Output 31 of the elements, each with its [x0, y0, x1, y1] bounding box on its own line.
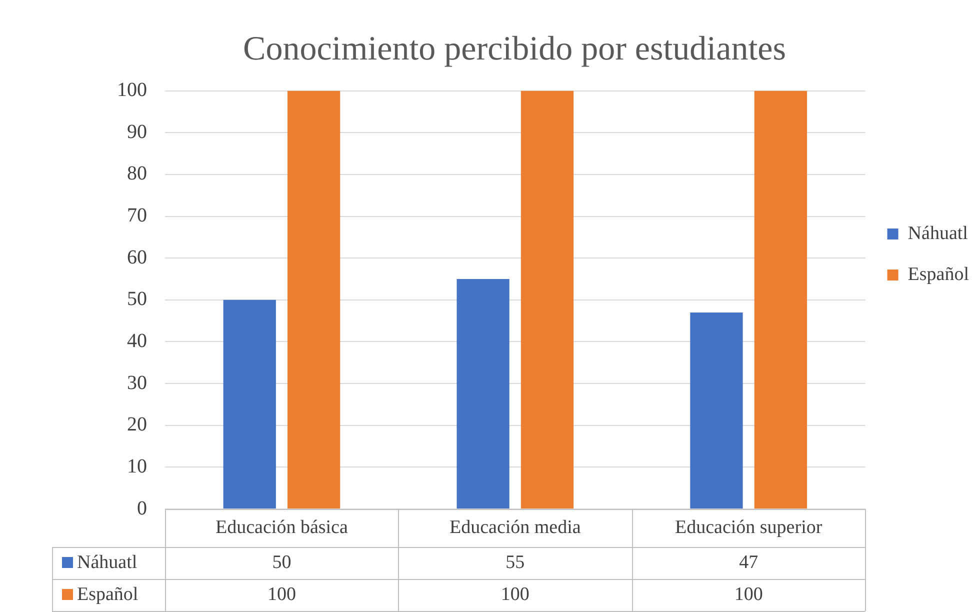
legend-label: Español: [908, 264, 970, 285]
bar: [287, 90, 340, 508]
text: Náhuatl: [908, 222, 968, 244]
text: Español: [77, 584, 138, 605]
y-tick-label: 60: [127, 246, 147, 268]
x-tick-label: Educación básica: [216, 516, 348, 538]
y-tick-label: 10: [127, 455, 147, 478]
x-tick-label: Educación media: [449, 516, 582, 538]
y-tick-label: 80: [127, 162, 147, 185]
y-tick-label: 50: [127, 288, 147, 310]
data-label: 100: [500, 584, 530, 605]
y-tick-label: 70: [127, 204, 147, 227]
y-tick-label: 30: [127, 372, 147, 394]
y-tick-label: 100: [117, 79, 147, 102]
data-label: 100: [734, 584, 763, 605]
x-tick-label: Educación superior: [674, 516, 823, 538]
legend-label: Náhuatl: [77, 552, 138, 573]
data-label: 50: [272, 552, 292, 573]
y-tick-label: 20: [127, 414, 147, 436]
data-label: 100: [267, 584, 296, 605]
y-tick-label: 0: [137, 497, 147, 520]
data-label: 55: [506, 552, 525, 573]
bar: [520, 90, 574, 508]
chart-title: Conocimiento percibido por estudiantes: [243, 30, 786, 68]
data-label: 47: [739, 552, 758, 573]
bar: [754, 90, 807, 508]
y-tick-label: 90: [127, 120, 147, 143]
bar: [456, 278, 510, 508]
bar: [690, 312, 743, 508]
y-tick-label: 40: [127, 330, 147, 352]
bar: [223, 300, 276, 508]
